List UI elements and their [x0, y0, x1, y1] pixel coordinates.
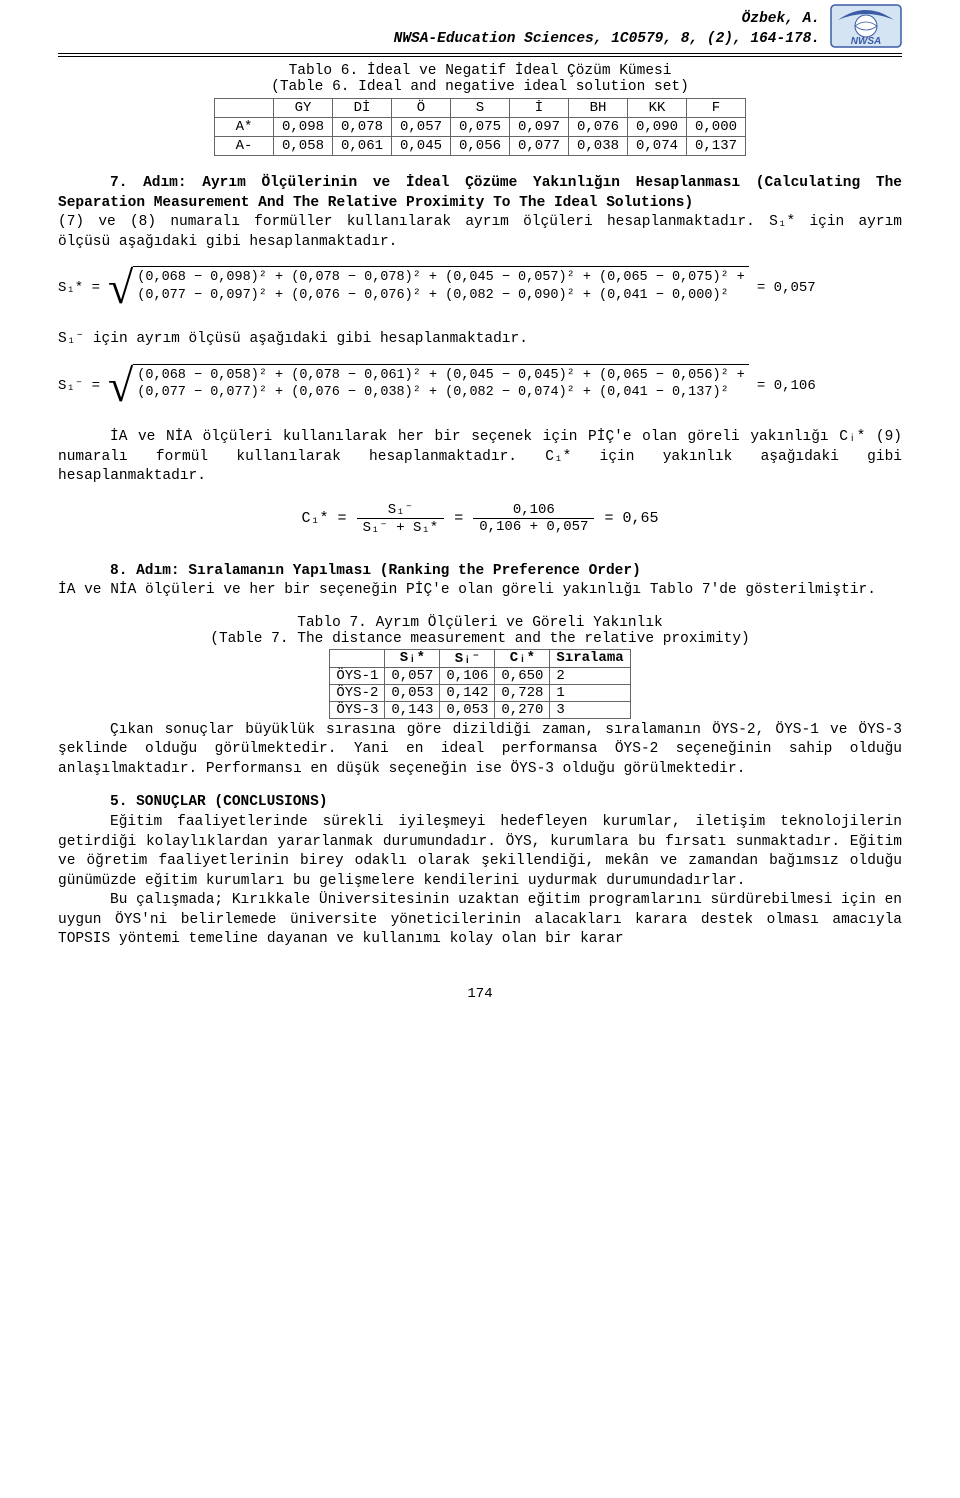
table6-cell: 0,090 [628, 118, 687, 137]
c1-label: C₁* = [302, 510, 347, 527]
s1minus-line2: (0,077 − 0,077)² + (0,076 − 0,038)² + (0… [137, 385, 728, 400]
table6-cell: 0,097 [510, 118, 569, 137]
table7-caption-tr: Tablo 7. Ayrım Ölçüleri ve Göreli Yakınl… [58, 615, 902, 631]
s1minus-result: = 0,106 [757, 378, 816, 394]
table6-cell: 0,061 [333, 137, 392, 156]
fraction-1: S₁⁻ S₁⁻ + S₁* [357, 501, 445, 536]
table7-header: Sᵢ⁻ [440, 649, 495, 667]
s1star-line1: (0,068 − 0,098)² + (0,078 − 0,078)² + (0… [137, 270, 745, 285]
table6-header: F [687, 99, 746, 118]
table6-cell: 0,038 [569, 137, 628, 156]
logo-text: NWSA [851, 36, 882, 47]
table7-cell: 0,057 [385, 667, 440, 684]
table6-cell: 0,078 [333, 118, 392, 137]
nwsa-logo: NWSA [830, 4, 902, 56]
fraction-2: 0,106 0,106 + 0,057 [473, 502, 594, 535]
table6-header: Ö [392, 99, 451, 118]
table7-cell: ÖYS-2 [330, 684, 385, 701]
table6-cell: 0,057 [392, 118, 451, 137]
table7-header: Cᵢ* [495, 649, 550, 667]
table-row: ÖYS-10,0570,1060,6502 [330, 667, 630, 684]
formula-s1minus: S₁⁻ = √ (0,068 − 0,058)² + (0,078 − 0,06… [58, 364, 902, 408]
table6-cell: 0,074 [628, 137, 687, 156]
table6-cell: 0,045 [392, 137, 451, 156]
table7: Sᵢ*Sᵢ⁻Cᵢ*Sıralama ÖYS-10,0570,1060,6502Ö… [329, 649, 630, 719]
s1star-result: = 0,057 [757, 280, 816, 296]
table7-cell: 0,106 [440, 667, 495, 684]
table6-header: GY [274, 99, 333, 118]
table7-cell: 1 [550, 684, 630, 701]
table7-cell: ÖYS-3 [330, 701, 385, 718]
table6-header: S [451, 99, 510, 118]
sqrt-icon: √ (0,068 − 0,098)² + (0,078 − 0,078)² + … [108, 266, 749, 310]
eq1: = [454, 510, 463, 527]
table7-cell: 2 [550, 667, 630, 684]
s1star-label: S₁* = [58, 280, 100, 296]
results-p1: Çıkan sonuçlar büyüklük sırasına göre di… [58, 721, 902, 780]
table6-cell: 0,000 [687, 118, 746, 137]
table6-cell: 0,076 [569, 118, 628, 137]
sqrt-icon: √ (0,068 − 0,058)² + (0,078 − 0,061)² + … [108, 364, 749, 408]
step8-body: İA ve NİA ölçüleri ve her bir seçeneğin … [58, 581, 902, 601]
table6-caption-en: (Table 6. Ideal and negative ideal solut… [58, 79, 902, 95]
formula-c1: C₁* = S₁⁻ S₁⁻ + S₁* = 0,106 0,106 + 0,05… [58, 501, 902, 536]
table6-header: Dİ [333, 99, 392, 118]
step7-title-tr: 7. Adım: Ayrım Ölçülerinin ve İdeal Çözü… [110, 175, 756, 191]
c1-result: = 0,65 [604, 510, 658, 527]
table7-caption-en: (Table 7. The distance measurement and t… [58, 631, 902, 647]
table6-cell: 0,098 [274, 118, 333, 137]
table6-cell: 0,056 [451, 137, 510, 156]
s1minus-line1: (0,068 − 0,058)² + (0,078 − 0,061)² + (0… [137, 368, 745, 383]
header-rule-2 [58, 56, 902, 57]
table7-cell: ÖYS-1 [330, 667, 385, 684]
step8-para: 8. Adım: Sıralamanın Yapılması (Ranking … [58, 562, 902, 601]
conclusions-title: 5. SONUÇLAR (CONCLUSIONS) [110, 794, 328, 810]
page-header: Özbek, A. NWSA-Education Sciences, 1C057… [58, 10, 902, 49]
table7-cell: 0,728 [495, 684, 550, 701]
table6-cell: 0,058 [274, 137, 333, 156]
step7-para: 7. Adım: Ayrım Ölçülerinin ve İdeal Çözü… [58, 174, 902, 252]
conclusions-p1: Eğitim faaliyetlerinde sürekli iyileşmey… [58, 813, 902, 891]
table-row: ÖYS-20,0530,1420,7281 [330, 684, 630, 701]
s1minus-caption: S₁⁻ için ayrım ölçüsü aşağıdaki gibi hes… [58, 330, 902, 350]
table7-cell: 0,053 [385, 684, 440, 701]
conclusions-p2: Bu çalışmada; Kırıkkale Üniversitesinin … [58, 891, 902, 950]
table7-header: Sıralama [550, 649, 630, 667]
table6-header: İ [510, 99, 569, 118]
formula-s1star: S₁* = √ (0,068 − 0,098)² + (0,078 − 0,07… [58, 266, 902, 310]
table6-caption-tr: Tablo 6. İdeal ve Negatif İdeal Çözüm Kü… [58, 63, 902, 79]
table6-cell: A- [215, 137, 274, 156]
conclusions-block: 5. SONUÇLAR (CONCLUSIONS) Eğitim faaliye… [58, 793, 902, 950]
table-row: ÖYS-30,1430,0530,2703 [330, 701, 630, 718]
table6-cell: 0,075 [451, 118, 510, 137]
table6-cell: 0,137 [687, 137, 746, 156]
c-paragraph: İA ve NİA ölçüleri kullanılarak her bir … [58, 428, 902, 487]
table6-cell: 0,077 [510, 137, 569, 156]
s1minus-label: S₁⁻ = [58, 377, 100, 394]
table-row: A-0,0580,0610,0450,0560,0770,0380,0740,1… [215, 137, 746, 156]
step8-title: 8. Adım: Sıralamanın Yapılması (Ranking … [110, 563, 641, 579]
table6-header: KK [628, 99, 687, 118]
header-rule-1 [58, 53, 902, 54]
table7-header [330, 649, 385, 667]
table6-header [215, 99, 274, 118]
author-line: Özbek, A. [58, 10, 820, 30]
table7-cell: 0,142 [440, 684, 495, 701]
step7-body: (7) ve (8) numaralı formüller kullanılar… [58, 213, 902, 252]
table-row: A*0,0980,0780,0570,0750,0970,0760,0900,0… [215, 118, 746, 137]
table6-header: BH [569, 99, 628, 118]
table7-header: Sᵢ* [385, 649, 440, 667]
table6-cell: A* [215, 118, 274, 137]
table6: GYDİÖSİBHKKF A*0,0980,0780,0570,0750,097… [214, 98, 746, 156]
table7-cell: 0,053 [440, 701, 495, 718]
s1star-line2: (0,077 − 0,097)² + (0,076 − 0,076)² + (0… [137, 288, 728, 303]
journal-line: NWSA-Education Sciences, 1C0579, 8, (2),… [58, 30, 820, 50]
table7-cell: 0,650 [495, 667, 550, 684]
table7-cell: 0,143 [385, 701, 440, 718]
table7-cell: 0,270 [495, 701, 550, 718]
table7-cell: 3 [550, 701, 630, 718]
page-number: 174 [58, 986, 902, 1002]
